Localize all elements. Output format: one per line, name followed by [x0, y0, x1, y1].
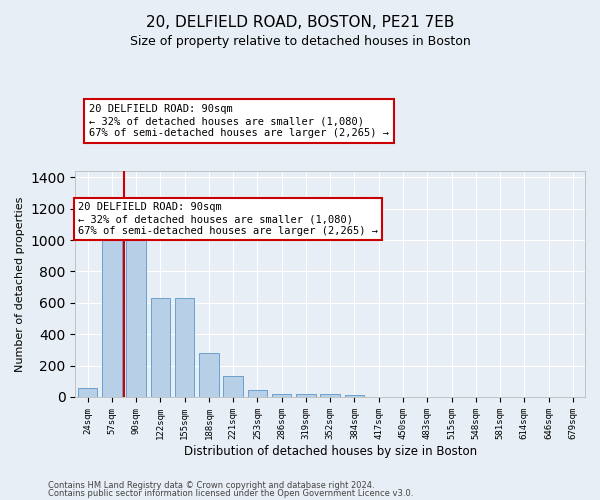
Text: 20, DELFIELD ROAD, BOSTON, PE21 7EB: 20, DELFIELD ROAD, BOSTON, PE21 7EB — [146, 15, 454, 30]
Text: 20 DELFIELD ROAD: 90sqm
← 32% of detached houses are smaller (1,080)
67% of semi: 20 DELFIELD ROAD: 90sqm ← 32% of detache… — [78, 202, 378, 235]
Bar — [320, 394, 340, 397]
Bar — [78, 388, 97, 397]
X-axis label: Distribution of detached houses by size in Boston: Distribution of detached houses by size … — [184, 444, 477, 458]
Text: Contains public sector information licensed under the Open Government Licence v3: Contains public sector information licen… — [48, 489, 413, 498]
Bar — [296, 394, 316, 397]
Bar — [345, 395, 364, 397]
Bar — [127, 215, 146, 397]
Text: Contains HM Land Registry data © Crown copyright and database right 2024.: Contains HM Land Registry data © Crown c… — [48, 480, 374, 490]
Bar — [175, 298, 194, 397]
Bar — [223, 376, 243, 397]
Bar — [102, 229, 122, 397]
Bar — [248, 390, 267, 397]
Text: 20 DELFIELD ROAD: 90sqm
← 32% of detached houses are smaller (1,080)
67% of semi: 20 DELFIELD ROAD: 90sqm ← 32% of detache… — [89, 104, 389, 138]
Y-axis label: Number of detached properties: Number of detached properties — [15, 196, 25, 372]
Text: Size of property relative to detached houses in Boston: Size of property relative to detached ho… — [130, 35, 470, 48]
Bar — [151, 298, 170, 397]
Bar — [199, 353, 218, 397]
Bar — [272, 394, 292, 397]
